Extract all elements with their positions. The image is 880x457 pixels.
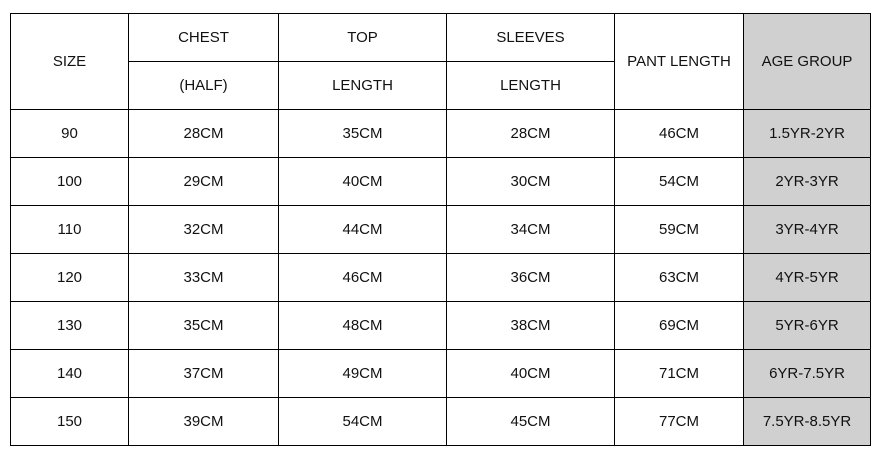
table-cell: 32CM xyxy=(128,205,279,254)
table-cell: 48CM xyxy=(278,301,447,350)
table-cell: 46CM xyxy=(614,109,744,158)
table-cell: 59CM xyxy=(614,205,744,254)
table-cell: 28CM xyxy=(128,109,279,158)
table-cell: LENGTH xyxy=(446,61,615,110)
table-cell: 28CM xyxy=(446,109,615,158)
table-cell: 54CM xyxy=(278,397,447,446)
table-cell: 130 xyxy=(10,301,129,350)
table-cell: 30CM xyxy=(446,157,615,206)
table-cell: PANT LENGTH xyxy=(614,13,744,110)
table-cell: 39CM xyxy=(128,397,279,446)
table-cell: LENGTH xyxy=(278,61,447,110)
table-cell: 4YR-5YR xyxy=(743,253,871,302)
table-cell: 36CM xyxy=(446,253,615,302)
table-cell: SIZE xyxy=(10,13,129,110)
table-cell: 38CM xyxy=(446,301,615,350)
table-cell: 120 xyxy=(10,253,129,302)
table-cell: 37CM xyxy=(128,349,279,398)
table-cell: 3YR-4YR xyxy=(743,205,871,254)
table-cell: 40CM xyxy=(446,349,615,398)
table-cell: 140 xyxy=(10,349,129,398)
table-cell: 44CM xyxy=(278,205,447,254)
table-cell: 100 xyxy=(10,157,129,206)
table-cell: 45CM xyxy=(446,397,615,446)
table-cell: 49CM xyxy=(278,349,447,398)
table-cell: 6YR-7.5YR xyxy=(743,349,871,398)
table-cell: 69CM xyxy=(614,301,744,350)
table-cell: 35CM xyxy=(128,301,279,350)
table-cell: 110 xyxy=(10,205,129,254)
table-cell: 1.5YR-2YR xyxy=(743,109,871,158)
table-cell: 77CM xyxy=(614,397,744,446)
table-cell: (HALF) xyxy=(128,61,279,110)
table-cell: 7.5YR-8.5YR xyxy=(743,397,871,446)
table-cell: AGE GROUP xyxy=(743,13,871,110)
table-cell: 46CM xyxy=(278,253,447,302)
table-cell: TOP xyxy=(278,13,447,62)
table-cell: 5YR-6YR xyxy=(743,301,871,350)
table-cell: 35CM xyxy=(278,109,447,158)
table-cell: 29CM xyxy=(128,157,279,206)
table-cell: 33CM xyxy=(128,253,279,302)
table-cell: 90 xyxy=(10,109,129,158)
table-cell: 34CM xyxy=(446,205,615,254)
table-cell: 2YR-3YR xyxy=(743,157,871,206)
table-cell: SLEEVES xyxy=(446,13,615,62)
table-cell: 40CM xyxy=(278,157,447,206)
table-cell: CHEST xyxy=(128,13,279,62)
table-cell: 54CM xyxy=(614,157,744,206)
table-cell: 71CM xyxy=(614,349,744,398)
table-cell: 150 xyxy=(10,397,129,446)
table-cell: 63CM xyxy=(614,253,744,302)
